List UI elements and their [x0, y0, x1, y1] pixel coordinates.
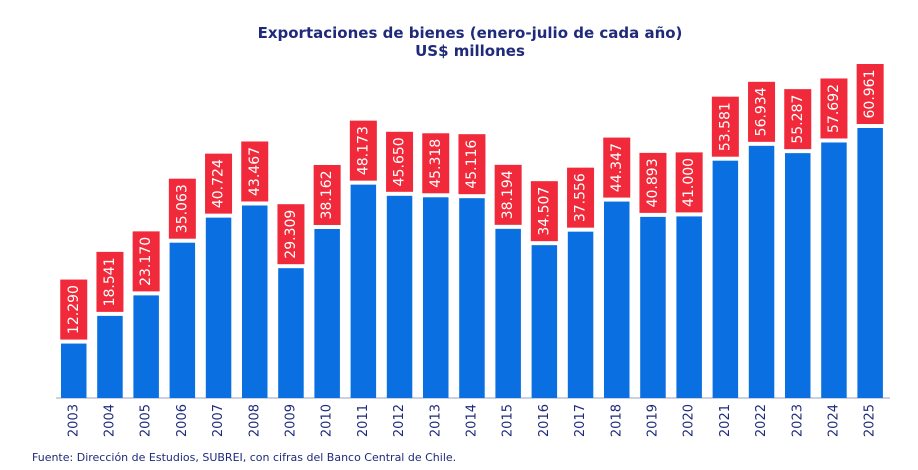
x-tick-label-2018: 2018 [609, 404, 624, 437]
data-label-box-2021 [711, 96, 739, 157]
bar-2011 [350, 184, 377, 398]
data-label-box-2015 [494, 164, 522, 225]
x-tick-label-2020: 2020 [682, 404, 697, 437]
data-label-2019: 40.893 [645, 158, 661, 207]
x-tick-label-2012: 2012 [392, 404, 407, 437]
data-label-box-2010 [313, 164, 341, 225]
data-label-box-2023 [784, 89, 812, 150]
x-tick-label-2013: 2013 [428, 404, 443, 437]
bar-2014 [459, 198, 485, 398]
data-label-box-2025 [856, 64, 884, 124]
data-label-2013: 45.318 [428, 139, 444, 188]
data-label-2018: 44.347 [609, 143, 625, 192]
data-label-box-2019 [639, 152, 667, 213]
bar-2012 [386, 195, 413, 398]
x-tick-label-2008: 2008 [247, 404, 262, 437]
data-label-2006: 35.063 [174, 184, 190, 233]
data-label-box-2011 [349, 120, 377, 181]
chart-title: Exportaciones de bienes (enero-julio de … [258, 24, 683, 42]
data-label-2011: 48.173 [355, 126, 371, 175]
data-label-box-2022 [748, 81, 776, 142]
data-label-2017: 37.556 [573, 173, 589, 222]
x-tick-label-2007: 2007 [211, 404, 226, 437]
data-label-box-2016 [530, 181, 558, 242]
bar-2007 [205, 217, 232, 398]
data-label-box-2017 [567, 167, 595, 228]
data-label-2008: 43.467 [247, 147, 263, 196]
x-tick-label-2023: 2023 [790, 404, 805, 437]
x-tick-label-2009: 2009 [283, 404, 298, 437]
data-label-2005: 23.170 [138, 237, 154, 286]
x-tick-label-2006: 2006 [175, 404, 190, 437]
chart-subtitle: US$ millones [415, 42, 525, 60]
bar-2004 [97, 315, 123, 398]
data-label-2021: 53.581 [717, 102, 733, 151]
bar-2023 [785, 153, 811, 398]
data-label-2014: 45.116 [464, 140, 480, 189]
data-label-box-2005 [132, 231, 160, 292]
x-tick-label-2019: 2019 [645, 404, 660, 437]
data-label-box-2003 [60, 279, 88, 340]
x-tick-label-2004: 2004 [102, 404, 117, 437]
bar-2024 [821, 142, 847, 398]
x-tick-label-2014: 2014 [464, 404, 479, 437]
x-tick-labels-group: 2003 2004 2005 2006 2007 2008 2009 2010 2011 2012… [66, 404, 877, 437]
source-note: Fuente: Dirección de Estudios, SUBREI, c… [32, 451, 457, 464]
data-label-2023: 55.287 [790, 95, 806, 144]
x-tick-label-2022: 2022 [754, 404, 769, 437]
bar-2013 [423, 197, 449, 398]
bar-chart: Exportaciones de bienes (enero-julio de … [56, 24, 890, 437]
data-label-box-2013 [422, 133, 450, 194]
data-label-2009: 29.309 [283, 210, 299, 259]
x-tick-label-2010: 2010 [320, 404, 335, 437]
bars-group [61, 128, 883, 398]
data-label-box-2012 [386, 131, 414, 192]
x-tick-label-2024: 2024 [826, 404, 841, 437]
data-label-box-2009 [277, 204, 305, 265]
data-label-2022: 56.934 [754, 87, 770, 136]
x-tick-label-2005: 2005 [139, 404, 154, 437]
data-label-2020: 41.000 [681, 158, 697, 207]
data-label-2012: 45.650 [392, 137, 408, 186]
x-tick-label-2025: 2025 [863, 404, 878, 437]
data-label-2024: 57.692 [826, 84, 842, 133]
data-label-2016: 34.507 [536, 187, 552, 236]
data-label-box-2004 [96, 251, 124, 312]
bar-2019 [640, 216, 666, 398]
bar-2010 [314, 228, 340, 398]
bar-2015 [495, 228, 521, 398]
data-label-2015: 38.194 [500, 170, 516, 219]
data-labels-group: 12.290 18.541 23.170 35.063 40.724 43.467 29.3… [60, 64, 884, 340]
bar-2017 [567, 231, 594, 398]
data-label-2007: 40.724 [211, 159, 227, 208]
bar-2009 [278, 268, 304, 398]
data-label-2004: 18.541 [102, 257, 118, 306]
bar-2021 [712, 160, 739, 398]
bar-2003 [61, 343, 87, 398]
bar-2005 [133, 295, 159, 398]
bar-2016 [531, 245, 558, 398]
bar-2022 [748, 145, 775, 398]
x-tick-label-2017: 2017 [573, 404, 588, 437]
x-tick-label-2011: 2011 [356, 404, 371, 437]
data-label-box-2014 [458, 134, 486, 195]
data-label-box-2006 [168, 178, 196, 239]
data-label-box-2024 [820, 78, 848, 139]
bar-2008 [242, 205, 268, 398]
data-label-box-2007 [205, 153, 233, 214]
data-label-2025: 60.961 [862, 70, 878, 119]
x-tick-label-2021: 2021 [718, 404, 733, 437]
data-label-box-2020 [675, 152, 703, 213]
bar-2018 [604, 201, 630, 398]
x-tick-label-2016: 2016 [537, 404, 552, 437]
bar-2025 [857, 128, 883, 398]
data-label-box-2008 [241, 141, 269, 202]
data-label-box-2018 [603, 137, 631, 198]
x-tick-label-2003: 2003 [66, 404, 81, 437]
data-label-2003: 12.290 [66, 285, 82, 334]
bar-2006 [169, 242, 196, 398]
bar-2020 [676, 216, 702, 398]
x-tick-label-2015: 2015 [501, 404, 516, 437]
data-label-2010: 38.162 [319, 170, 335, 219]
